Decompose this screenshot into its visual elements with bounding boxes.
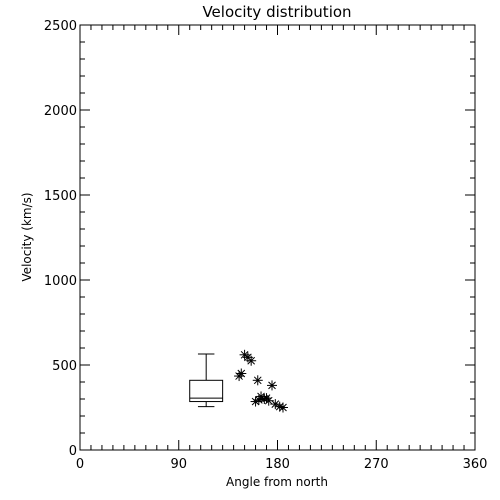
data-point bbox=[277, 402, 288, 413]
x-tick-label: 360 bbox=[463, 457, 488, 472]
chart-title: Velocity distribution bbox=[202, 3, 351, 21]
y-tick-label: 2000 bbox=[44, 104, 77, 119]
data-point bbox=[250, 396, 261, 407]
x-tick-label: 90 bbox=[170, 457, 187, 472]
y-tick-label: 1500 bbox=[44, 189, 77, 204]
x-tick-label: 270 bbox=[364, 457, 389, 472]
data-point bbox=[267, 380, 278, 391]
box-plot bbox=[189, 353, 224, 408]
data-points bbox=[234, 349, 288, 413]
y-tick-label: 0 bbox=[69, 444, 77, 459]
plot-frame bbox=[79, 24, 476, 451]
x-tick-label: 0 bbox=[76, 457, 84, 472]
data-point bbox=[234, 371, 245, 382]
y-tick-label: 2500 bbox=[44, 19, 77, 34]
data-point bbox=[259, 394, 270, 404]
data-point bbox=[270, 399, 281, 410]
data-point bbox=[246, 355, 257, 366]
axis-ticks bbox=[79, 24, 476, 451]
data-point bbox=[252, 375, 263, 386]
x-axis-label: Angle from north bbox=[226, 475, 328, 489]
y-axis-label: Velocity (km/s) bbox=[20, 192, 34, 281]
x-tick-label: 180 bbox=[265, 457, 290, 472]
y-tick-label: 500 bbox=[52, 359, 77, 374]
tick-labels: 0 90 180 270 360 0 500 1000 1500 2000 2500 bbox=[44, 19, 488, 472]
y-tick-label: 1000 bbox=[44, 274, 77, 289]
